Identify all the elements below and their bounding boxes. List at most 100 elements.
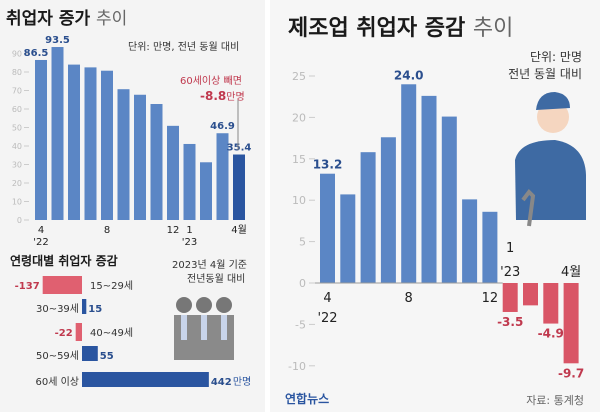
bar (502, 283, 518, 312)
bar (134, 94, 146, 220)
y-tick-label: -10 (288, 360, 306, 373)
bar (150, 104, 163, 220)
data-label: -9.7 (558, 366, 584, 380)
age-bar (82, 299, 87, 314)
data-label: 93.5 (45, 35, 70, 46)
bar (523, 283, 538, 306)
y-tick-label: 60 (12, 105, 22, 114)
annotation-value: -8.8만명 (200, 89, 245, 103)
y-tick-label: 25 (292, 70, 306, 83)
x-tick-label: 4 (323, 291, 331, 306)
y-tick-label: 50 (12, 124, 22, 133)
bar (216, 133, 229, 220)
bar (360, 152, 376, 283)
data-label: -3.5 (497, 315, 523, 329)
y-tick-label: 10 (12, 198, 22, 207)
y-tick-label: 10 (292, 194, 306, 207)
y-tick-label: 90 (12, 50, 22, 59)
bar (563, 283, 579, 364)
year-label: '22 (317, 311, 337, 326)
age-bar (82, 346, 98, 361)
age-category-label: 40~49세 (90, 327, 133, 339)
worker-illustration (515, 92, 586, 227)
bar (117, 89, 130, 220)
age-category-label: 15~29세 (90, 280, 133, 292)
bar (51, 47, 64, 221)
x-tick-label: 4월 (561, 265, 581, 280)
chart-title: 취업자 증가 추이 (6, 9, 128, 29)
bar (421, 95, 437, 283)
x-tick-label: 8 (104, 225, 110, 236)
x-tick-label: 12 (482, 291, 499, 306)
age-value-label: 15 (88, 304, 102, 315)
y-tick-label: 5 (299, 236, 306, 249)
y-tick-label: 0 (17, 216, 22, 225)
bar (68, 64, 80, 220)
y-tick-label: 80 (12, 68, 22, 77)
y-tick-label: 20 (12, 179, 22, 188)
people-icon (174, 297, 234, 360)
data-label: 46.9 (210, 121, 235, 132)
y-tick-label: 40 (12, 142, 22, 151)
y-tick-label: 15 (292, 153, 306, 166)
age-category-label: 60세 이상 (35, 376, 79, 388)
bar (441, 116, 457, 284)
year-label: '23 (500, 265, 520, 280)
y-tick-label: 20 (292, 111, 306, 124)
unit-label: 단위: 만명 전년 동월 대비 (508, 50, 582, 81)
age-category-label: 50~59세 (36, 350, 79, 362)
age-note-2: 전년동월 대비 (187, 274, 246, 285)
bar (167, 125, 179, 220)
annotation-text: 60세이상 빼면 (180, 76, 242, 87)
bar (380, 137, 396, 283)
bar (320, 173, 335, 283)
data-label: 24.0 (394, 68, 424, 82)
bar (84, 67, 97, 220)
data-label: 35.4 (227, 143, 252, 154)
unit-suffix: 만명 (233, 376, 251, 388)
year-label: '23 (182, 237, 197, 248)
source-label: 자료: 통계청 (526, 394, 584, 407)
x-tick-label: 12 (167, 225, 180, 236)
bar (543, 283, 559, 324)
bar (35, 59, 47, 220)
data-label: 86.5 (24, 48, 49, 59)
right-chart-svg: -10 -5 0 5 10 15 20 25 13.2 24.0 -3.5 -4.9 -9.7 4 8 12 1… (288, 68, 586, 380)
x-tick-label: 4월 (231, 224, 247, 236)
chart-title: 제조업 취업자 증감 추이 (288, 16, 514, 41)
age-category-label: 30~39세 (36, 303, 79, 315)
x-tick-label: 1 (506, 241, 514, 256)
y-tick-label: 30 (12, 161, 22, 170)
bar (183, 143, 196, 220)
year-label: '22 (33, 237, 48, 248)
bar (462, 199, 478, 283)
bar (200, 162, 212, 220)
employment-growth-panel: 취업자 증가 추이 단위: 만명, 전년 동월 대비 60세이상 빼면 -8.8… (0, 0, 265, 412)
age-chart-title: 연령대별 취업자 증감 (10, 254, 118, 268)
left-chart-svg: 0 10 20 30 40 50 60 70 80 90 86.5 93.5 46.9 35.4 4 8 12 1… (12, 35, 252, 388)
data-label: 13.2 (313, 158, 343, 172)
age-value-label: -22 (55, 328, 73, 339)
age-value-label: 55 (100, 351, 114, 362)
x-tick-label: 4 (38, 225, 44, 236)
manufacturing-panel: 제조업 취업자 증감 추이 단위: 만명 전년 동월 대비 -10 -5 0 5 10 15… (270, 0, 600, 412)
bar (340, 194, 356, 283)
bar (233, 154, 245, 220)
x-tick-label: 1 (186, 225, 192, 236)
bar (401, 84, 417, 283)
age-value-label: 442 (211, 377, 232, 388)
x-tick-label: 8 (405, 291, 413, 306)
bar (482, 211, 498, 283)
age-value-label: -137 (15, 281, 40, 292)
age-bar (75, 323, 82, 341)
bar (101, 70, 113, 220)
y-tick-label: -5 (295, 318, 306, 331)
unit-label: 단위: 만명, 전년 동월 대비 (128, 42, 240, 53)
y-tick-label: 70 (12, 87, 22, 96)
age-bar (82, 372, 209, 387)
data-label: -4.9 (538, 327, 564, 341)
age-note-1: 2023년 4월 기준 (172, 260, 247, 271)
age-bar (42, 276, 82, 294)
y-tick-label: 0 (299, 277, 306, 290)
yonhap-logo: 연합뉴스 (285, 392, 330, 406)
